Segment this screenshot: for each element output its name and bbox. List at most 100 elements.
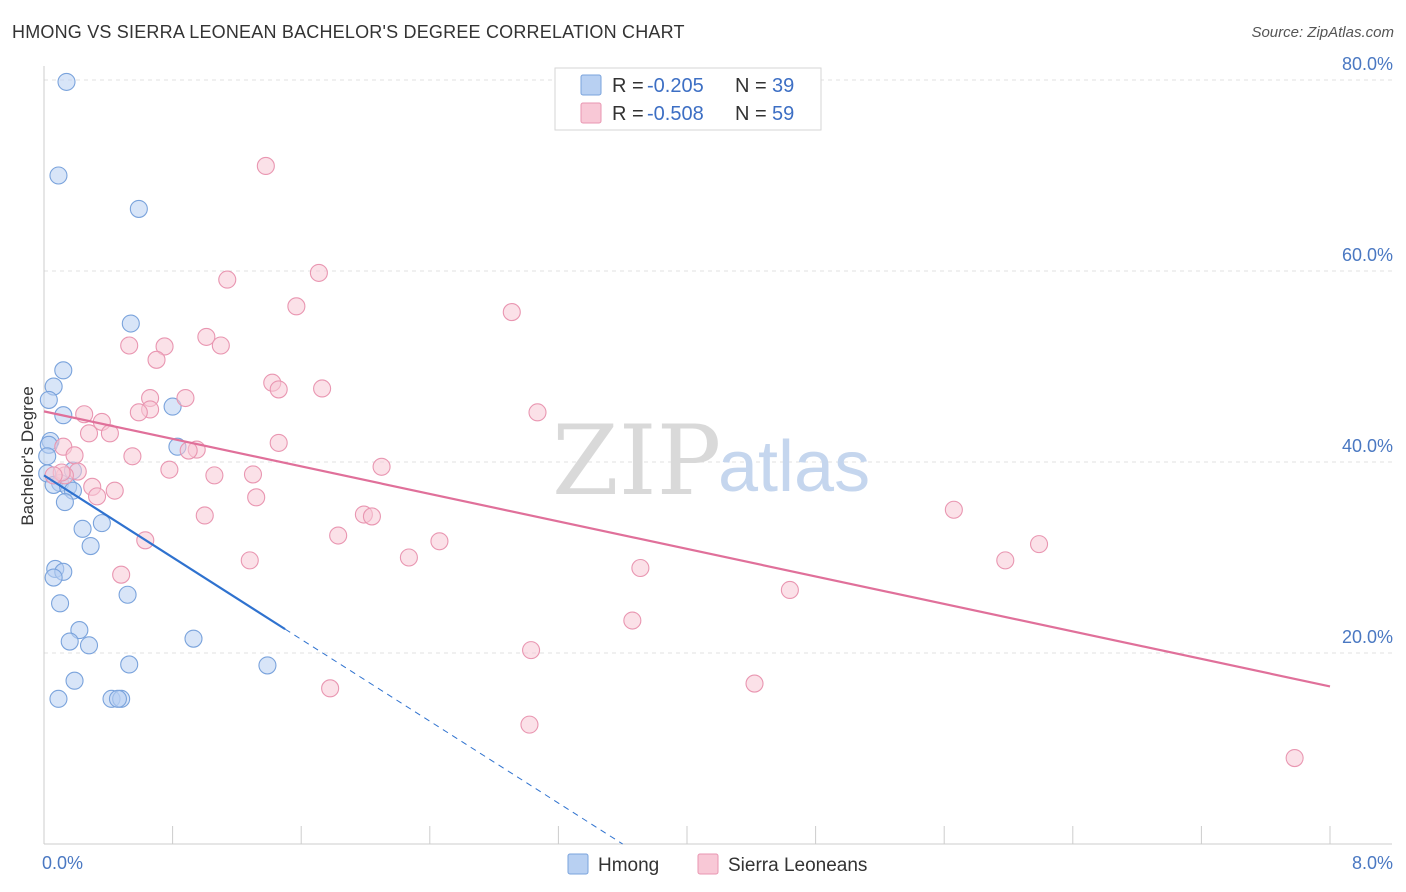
data-points (38, 72, 1304, 768)
y-tick-label-60: 60.0% (1342, 245, 1393, 265)
bottom-legend-label-hmong: Hmong (598, 855, 659, 876)
point-sierra-20 (79, 424, 99, 443)
trend-line-hmong-extension (284, 628, 623, 845)
point-sierra-52 (112, 565, 131, 584)
point-sierra-35 (243, 465, 263, 484)
legend-n-value-hmong: 39 (772, 75, 794, 97)
trend-line-sierra (43, 410, 1331, 688)
point-hmong-7 (163, 397, 182, 416)
legend-n-value-sierra: 59 (772, 103, 794, 125)
point-sierra-58 (520, 715, 539, 734)
point-sierra-42 (362, 507, 381, 526)
point-sierra-4 (502, 303, 521, 322)
point-sierra-44 (329, 526, 348, 545)
legend-r-label-sierra: R = (612, 103, 644, 125)
point-sierra-2 (218, 270, 237, 289)
y-tick-label-80: 80.0% (1342, 54, 1393, 74)
series-legend: Hmong Sierra Leoneans (567, 853, 867, 876)
point-sierra-40 (195, 506, 214, 525)
watermark-atlas: atlas (718, 427, 870, 507)
point-sierra-9 (147, 350, 166, 369)
point-hmong-20 (92, 514, 111, 533)
point-hmong-32 (120, 655, 139, 674)
point-hmong-34 (65, 671, 84, 690)
legend-n-label-sierra: N = (735, 103, 767, 125)
point-hmong-33 (258, 656, 277, 675)
point-sierra-38 (87, 487, 107, 506)
point-hmong-0 (57, 72, 76, 91)
trend-lines (43, 410, 1331, 845)
legend-n-label-hmong: N = (735, 75, 767, 97)
point-sierra-7 (120, 336, 139, 355)
point-sierra-34 (205, 466, 224, 485)
point-sierra-49 (240, 551, 259, 570)
point-hmong-29 (60, 632, 79, 651)
point-hmong-30 (79, 636, 99, 655)
bottom-legend-label-sierra: Sierra Leoneans (728, 855, 867, 876)
point-sierra-14 (176, 388, 195, 408)
legend-swatch-hmong (580, 74, 602, 96)
x-tick-label-max: 8.0% (1352, 853, 1393, 873)
point-sierra-1 (309, 263, 328, 282)
point-hmong-3 (121, 314, 140, 333)
point-sierra-50 (996, 551, 1015, 570)
point-sierra-12 (269, 380, 288, 399)
point-sierra-51 (631, 558, 650, 578)
trend-line-hmong (43, 474, 286, 631)
point-hmong-1 (49, 166, 68, 185)
point-sierra-54 (623, 611, 642, 630)
x-tick-label-min: 0.0% (42, 853, 83, 873)
chart-source: Source: ZipAtlas.com (1251, 24, 1394, 41)
point-sierra-11 (313, 379, 332, 398)
correlation-legend: R = -0.205 N = 39 R = -0.508 N = 59 (554, 67, 822, 131)
point-hmong-19 (55, 493, 74, 512)
point-hmong-4 (54, 361, 73, 380)
point-sierra-53 (780, 580, 799, 600)
point-sierra-59 (1285, 748, 1304, 768)
watermark-zip: ZIP (552, 405, 721, 517)
grid-lines (44, 79, 1392, 654)
point-sierra-43 (944, 500, 963, 519)
tick-labels: 20.0% 40.0% 60.0% 80.0% 0.0% 8.0% (42, 54, 1393, 873)
point-sierra-5 (197, 327, 216, 346)
point-sierra-25 (65, 446, 84, 465)
y-tick-label-20: 20.0% (1342, 627, 1393, 647)
y-axis-title: Bachelor's Degree (18, 386, 37, 525)
point-sierra-0 (256, 156, 275, 175)
point-hmong-26 (118, 585, 137, 604)
point-sierra-55 (522, 641, 541, 660)
point-hmong-21 (73, 519, 92, 538)
legend-r-value-sierra: -0.508 (647, 103, 704, 125)
point-sierra-6 (211, 336, 230, 355)
point-sierra-8 (155, 337, 174, 356)
point-hmong-35 (49, 689, 68, 708)
point-sierra-56 (745, 674, 764, 693)
watermark: ZIP atlas (552, 405, 870, 517)
point-sierra-3 (287, 297, 306, 316)
point-hmong-25 (44, 568, 63, 587)
point-sierra-57 (321, 679, 340, 698)
y-tick-label-40: 40.0% (1342, 436, 1393, 456)
point-hmong-6 (39, 390, 58, 409)
point-sierra-48 (399, 548, 418, 567)
point-sierra-16 (129, 403, 148, 422)
point-sierra-18 (528, 403, 547, 422)
point-sierra-29 (160, 460, 179, 479)
point-sierra-28 (372, 457, 391, 476)
point-hmong-22 (81, 536, 100, 556)
point-hmong-12 (38, 447, 57, 466)
bottom-legend-swatch-sierra (697, 853, 719, 875)
point-hmong-38 (108, 689, 127, 708)
bottom-legend-swatch-hmong (567, 853, 589, 875)
point-sierra-26 (123, 447, 142, 466)
point-hmong-2 (129, 199, 148, 218)
legend-swatch-sierra (580, 102, 602, 124)
point-hmong-27 (51, 594, 70, 613)
point-hmong-31 (184, 629, 203, 648)
point-sierra-22 (269, 433, 288, 452)
point-sierra-45 (1029, 535, 1049, 554)
legend-r-value-hmong: -0.205 (647, 75, 704, 97)
legend-r-label-hmong: R = (612, 75, 644, 97)
point-sierra-46 (430, 532, 449, 551)
